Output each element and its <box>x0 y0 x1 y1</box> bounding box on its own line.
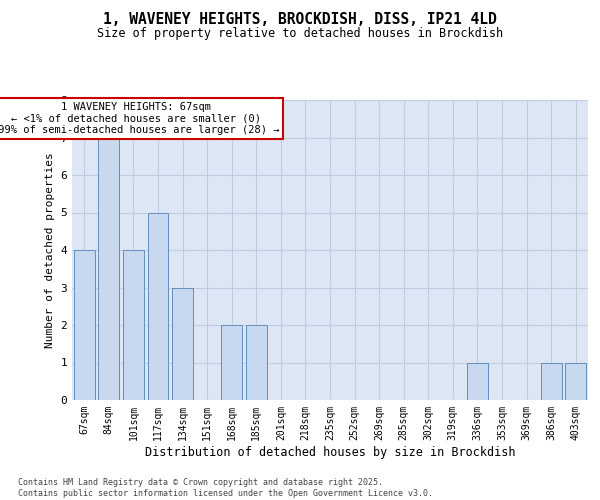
Bar <box>98 138 119 400</box>
Text: 1 WAVENEY HEIGHTS: 67sqm
← <1% of detached houses are smaller (0)
>99% of semi-d: 1 WAVENEY HEIGHTS: 67sqm ← <1% of detach… <box>0 102 280 135</box>
Bar <box>123 250 144 400</box>
Text: 1, WAVENEY HEIGHTS, BROCKDISH, DISS, IP21 4LD: 1, WAVENEY HEIGHTS, BROCKDISH, DISS, IP2… <box>103 12 497 28</box>
Text: Contains HM Land Registry data © Crown copyright and database right 2025.
Contai: Contains HM Land Registry data © Crown c… <box>18 478 433 498</box>
Bar <box>221 325 242 400</box>
Y-axis label: Number of detached properties: Number of detached properties <box>45 152 55 348</box>
Text: Size of property relative to detached houses in Brockdish: Size of property relative to detached ho… <box>97 28 503 40</box>
Bar <box>246 325 267 400</box>
Bar <box>541 362 562 400</box>
Bar <box>148 212 169 400</box>
Bar <box>74 250 95 400</box>
Bar <box>172 288 193 400</box>
Bar <box>565 362 586 400</box>
X-axis label: Distribution of detached houses by size in Brockdish: Distribution of detached houses by size … <box>145 446 515 458</box>
Bar <box>467 362 488 400</box>
